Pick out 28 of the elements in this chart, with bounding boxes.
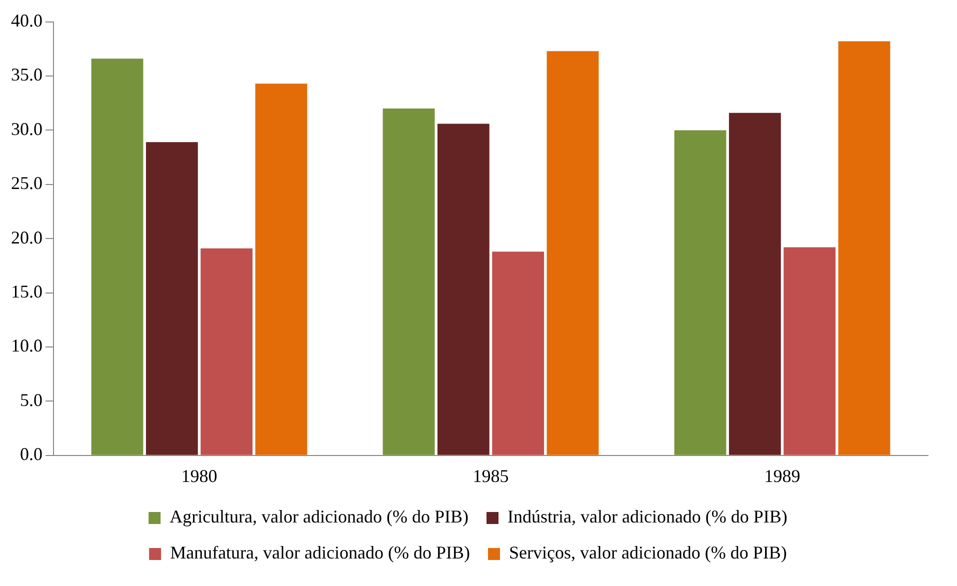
bar [255,84,308,455]
bar [437,124,490,455]
legend-label: Serviços, valor adicionado (% do PIB) [508,542,787,563]
y-tick-label: 0.0 [20,444,42,464]
bar [146,142,198,455]
bar [838,41,890,455]
x-tick-label: 1989 [764,466,800,486]
y-tick-label: 40.0 [11,10,42,31]
bar [492,252,544,455]
bar [91,58,144,455]
y-tick-label: 20.0 [11,227,42,248]
legend-label: Indústria, valor adicionado (% do PIB) [507,506,788,527]
bar [382,108,435,455]
x-tick-label: 1980 [181,466,218,486]
y-tick-label: 35.0 [11,64,42,85]
y-tick-label: 5.0 [20,390,42,410]
bar [546,51,599,455]
legend-label: Agricultura, valor adicionado (% do PIB) [170,506,468,527]
bar [200,248,253,455]
y-tick-label: 30.0 [11,118,42,139]
y-tick-label: 15.0 [11,282,42,302]
y-tick-label: 25.0 [11,173,42,194]
bar [784,247,836,455]
y-tick-label: 10.0 [11,336,42,356]
legend-label: Manufatura, valor adicionado (% do PIB) [170,542,470,563]
bar [728,112,781,455]
x-tick-label: 1985 [472,466,509,486]
bar [674,130,726,455]
